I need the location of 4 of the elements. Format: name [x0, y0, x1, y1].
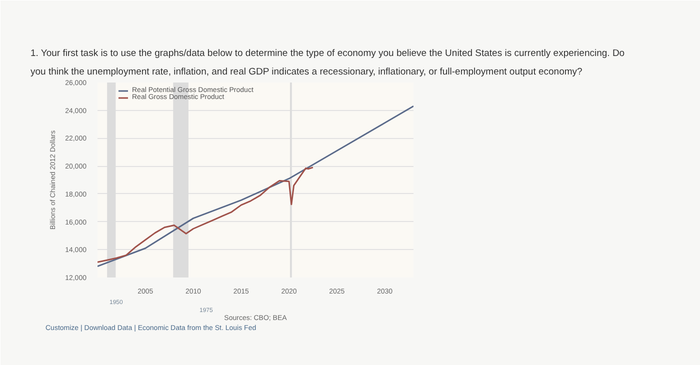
text: 1. Your first task is to use the graphs/data below to determine the type of economy you believe the United States is currently experiencing. Do: [30, 48, 625, 59]
line-series: [98, 105, 414, 268]
text: you think the unemployment rate, inflation, and real GDP indicates a recessionary, inflationary, or full-employment output economy?: [30, 66, 582, 78]
line-series: [98, 166, 314, 263]
